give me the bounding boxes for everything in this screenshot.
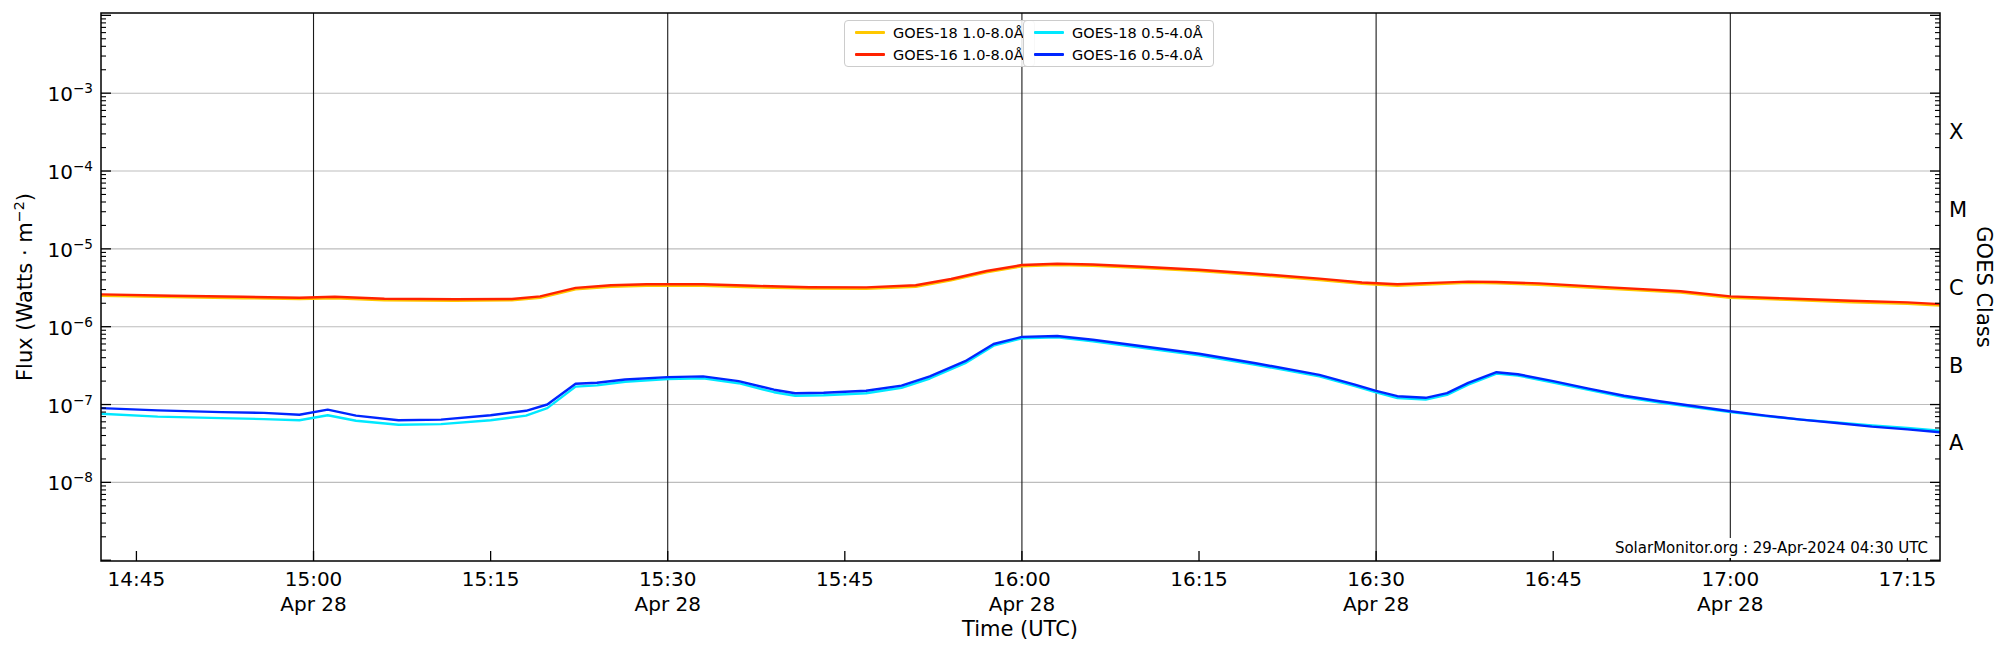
goes-class-letter: X [1949, 120, 1963, 144]
x-tick-label: 16:45 [1524, 567, 1582, 591]
legend-label: GOES-16 1.0-8.0Å [893, 47, 1024, 63]
legend-box-short-channel: GOES-18 0.5-4.0Å GOES-16 0.5-4.0Å [1023, 20, 1214, 67]
legend-line-goes18-short [1034, 31, 1064, 34]
x-tick-label: 15:45 [816, 567, 874, 591]
x-tick-label: 17:15 [1879, 567, 1937, 591]
y-tick-label: 10−6 [48, 314, 94, 340]
x-tick-label: 14:45 [108, 567, 166, 591]
goes-xray-flux-plot: Flux (Watts · m−2) GOES Class Time (UTC)… [0, 0, 2000, 650]
x-tick-label: 15:15 [462, 567, 520, 591]
x-tick-label: 16:00 [993, 567, 1051, 591]
x-axis-label: Time (UTC) [962, 617, 1078, 641]
legend-line-goes18-long [855, 31, 885, 34]
x-tick-label: 15:30 [639, 567, 697, 591]
legend-entry: GOES-16 1.0-8.0Å [855, 47, 1024, 63]
goes-class-letter: C [1949, 276, 1964, 300]
x-tick-label: 17:00 [1701, 567, 1759, 591]
legend-label: GOES-18 1.0-8.0Å [893, 25, 1024, 41]
x-tick-date-label: Apr 28 [1697, 592, 1763, 616]
legend-label: GOES-18 0.5-4.0Å [1072, 25, 1203, 41]
legend-box-long-channel: GOES-18 1.0-8.0Å GOES-16 1.0-8.0Å [844, 20, 1035, 67]
watermark-text: SolarMonitor.org : 29-Apr-2024 04:30 UTC [1611, 538, 1932, 558]
y-tick-label: 10−8 [48, 470, 94, 496]
legend-entry: GOES-18 0.5-4.0Å [1034, 25, 1203, 41]
x-tick-date-label: Apr 28 [635, 592, 701, 616]
x-tick-label: 16:15 [1170, 567, 1228, 591]
x-tick-label: 16:30 [1347, 567, 1405, 591]
x-tick-date-label: Apr 28 [280, 592, 346, 616]
y-tick-label: 10−4 [48, 158, 94, 184]
x-tick-date-label: Apr 28 [1343, 592, 1409, 616]
legend-entry: GOES-18 1.0-8.0Å [855, 25, 1024, 41]
x-tick-date-label: Apr 28 [989, 592, 1055, 616]
legend-entry: GOES-16 0.5-4.0Å [1034, 47, 1203, 63]
y-tick-label: 10−7 [48, 392, 94, 418]
goes-class-letter: A [1949, 431, 1963, 455]
x-tick-label: 15:00 [285, 567, 343, 591]
y-tick-label: 10−5 [48, 236, 94, 262]
y-tick-label: 10−3 [48, 80, 94, 106]
legend-label: GOES-16 0.5-4.0Å [1072, 47, 1203, 63]
right-axis-label: GOES Class [1972, 226, 1996, 347]
legend-line-goes16-long [855, 53, 885, 56]
goes-class-letter: M [1949, 198, 1967, 222]
y-axis-label: Flux (Watts · m−2) [11, 193, 37, 381]
legend-line-goes16-short [1034, 53, 1064, 56]
goes-class-letter: B [1949, 354, 1963, 378]
